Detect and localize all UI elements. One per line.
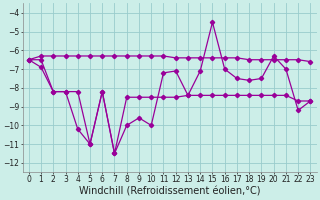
X-axis label: Windchill (Refroidissement éolien,°C): Windchill (Refroidissement éolien,°C) (79, 187, 260, 197)
